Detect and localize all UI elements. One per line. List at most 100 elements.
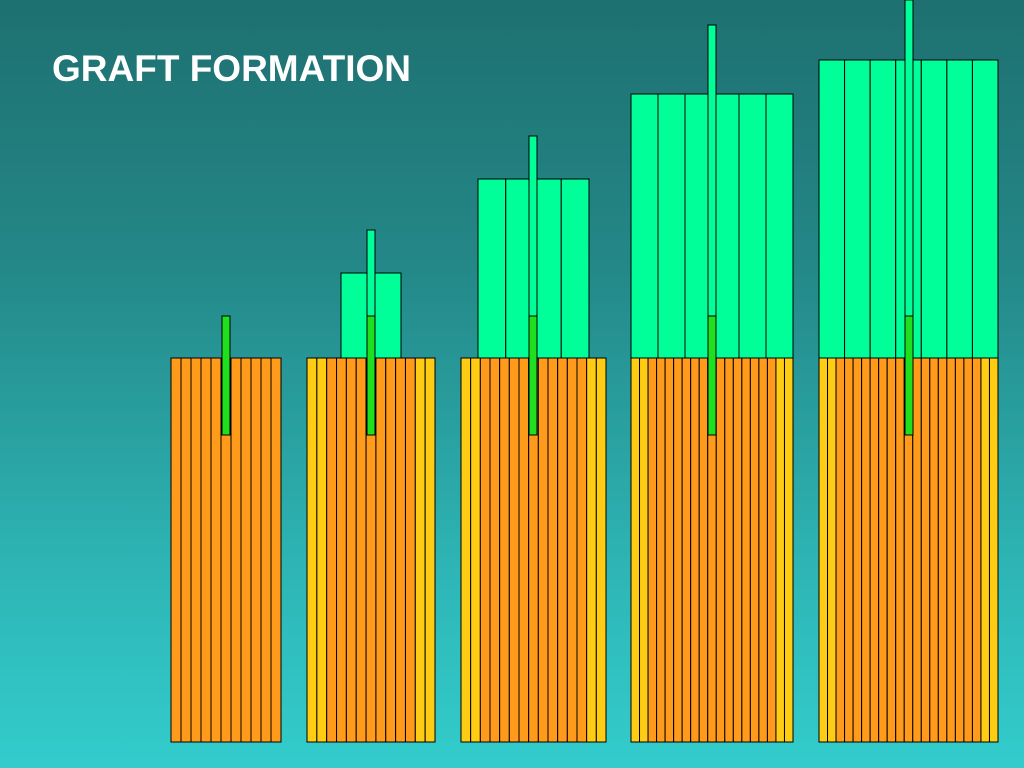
base-layer: [980, 357, 990, 743]
base-layer: [988, 357, 999, 743]
base-layer: [775, 357, 785, 743]
base-layer: [355, 357, 367, 743]
base-layer: [715, 357, 726, 743]
base-layer: [200, 357, 212, 743]
stage-3: [460, 135, 607, 743]
base-layer: [937, 357, 948, 743]
base-layer: [345, 357, 357, 743]
base-layer: [878, 357, 888, 743]
base-layer: [929, 357, 939, 743]
graft-layer: [738, 93, 767, 359]
base-layer: [656, 357, 666, 743]
base-layer: [698, 357, 709, 743]
base-layer: [518, 357, 530, 743]
base-layer: [664, 357, 675, 743]
graft-chain-tip: [904, 0, 914, 317]
base-layer: [586, 357, 597, 743]
graft-layer: [844, 59, 871, 359]
base-layer: [479, 357, 491, 743]
base-layer: [869, 357, 880, 743]
graft-layer: [920, 59, 948, 359]
base-layer: [270, 357, 282, 743]
base-layer: [844, 357, 854, 743]
graft-layer: [818, 59, 846, 359]
graft-layer: [657, 93, 686, 359]
base-layer: [170, 357, 182, 743]
base-layer: [595, 357, 607, 743]
stage-5: [818, 0, 999, 743]
stage-2: [306, 229, 436, 743]
base-layer: [766, 357, 777, 743]
base-layer: [639, 357, 649, 743]
base-layer: [886, 357, 897, 743]
base-layer: [690, 357, 700, 743]
base-layer: [489, 357, 501, 743]
graft-layer: [971, 59, 999, 359]
base-layer: [861, 357, 871, 743]
graft-layer: [477, 178, 507, 359]
base-layer: [547, 357, 559, 743]
base-layer: [852, 357, 863, 743]
graft-layer: [630, 93, 659, 359]
graft-layer: [765, 93, 794, 359]
base-layer: [749, 357, 760, 743]
base-layer: [647, 357, 658, 743]
initiator-strand: [528, 315, 538, 436]
base-layer: [758, 357, 768, 743]
initiator-strand: [221, 315, 231, 436]
graft-layer: [869, 59, 897, 359]
base-layer: [576, 357, 588, 743]
base-layer: [424, 357, 436, 743]
base-layer: [818, 357, 829, 743]
base-layer: [404, 357, 416, 743]
base-layer: [946, 357, 956, 743]
base-layer: [508, 357, 520, 743]
base-layer: [210, 357, 222, 743]
base-layer: [895, 357, 905, 743]
base-layer: [912, 357, 922, 743]
base-layer: [783, 357, 794, 743]
base-layer: [230, 357, 242, 743]
base-layer: [920, 357, 931, 743]
base-layer: [395, 357, 406, 743]
base-layer: [566, 357, 578, 743]
base-layer: [499, 357, 510, 743]
base-layer: [460, 357, 472, 743]
stage-4: [630, 24, 794, 743]
base-layer: [673, 357, 683, 743]
base-layer: [385, 357, 397, 743]
base-layer: [326, 357, 338, 743]
base-layer: [954, 357, 965, 743]
graft-layer: [946, 59, 973, 359]
base-layer: [470, 357, 481, 743]
slide-title: GRAFT FORMATION: [52, 48, 411, 89]
graft-layer: [533, 178, 562, 359]
base-layer: [260, 357, 272, 743]
base-layer: [971, 357, 982, 743]
initiator-strand: [904, 315, 914, 436]
graft-chain-tip: [528, 135, 538, 317]
graft-chain-tip: [707, 24, 717, 317]
base-layer: [835, 357, 846, 743]
base-layer: [963, 357, 973, 743]
base-layer: [190, 357, 202, 743]
base-layer: [741, 357, 751, 743]
base-layer: [306, 357, 318, 743]
graft-chain-tip: [366, 229, 376, 317]
base-layer: [180, 357, 192, 743]
base-layer: [537, 357, 549, 743]
base-layer: [240, 357, 252, 743]
base-layer: [732, 357, 743, 743]
base-layer: [827, 357, 837, 743]
base-layer: [724, 357, 734, 743]
initiator-strand: [366, 315, 376, 436]
base-layer: [316, 357, 328, 743]
initiator-strand: [707, 315, 717, 436]
base-layer: [375, 357, 387, 743]
graft-layer: [560, 178, 590, 359]
base-layer: [557, 357, 568, 743]
base-layer: [630, 357, 641, 743]
base-layer: [250, 357, 262, 743]
base-layer: [336, 357, 347, 743]
